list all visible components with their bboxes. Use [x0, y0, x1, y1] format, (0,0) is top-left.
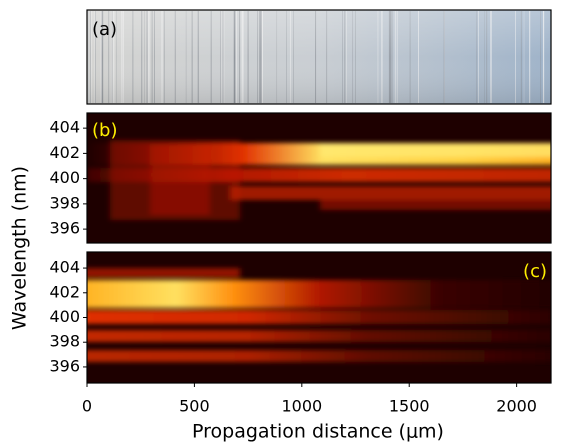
y-tick-label: 396: [49, 219, 80, 238]
micrograph-shade: [87, 10, 551, 104]
y-tick-label: 402: [49, 143, 80, 162]
x-tick-label: 500: [179, 397, 210, 416]
heatmap-band: [87, 268, 240, 278]
x-tick-label: 1000: [281, 397, 322, 416]
y-tick-label: 404: [49, 118, 80, 137]
x-axis-label: Propagation distance (μm): [192, 421, 444, 443]
x-tick-label: 0: [82, 397, 92, 416]
heatmap-band: [87, 310, 551, 324]
heatmap-band: [87, 330, 551, 342]
heatmap-band: [230, 186, 551, 200]
heatmap-band: [87, 280, 551, 308]
y-tick-label: 400: [49, 168, 80, 187]
y-tick-label: 400: [49, 307, 80, 326]
y-tick-label: 398: [49, 332, 80, 351]
heatmap: [87, 268, 551, 362]
panel-label: (c): [523, 261, 547, 282]
panel-frame: [86, 112, 552, 244]
heatmap: [87, 140, 551, 220]
heatmap-band: [320, 200, 551, 210]
y-tick-label: 396: [49, 356, 80, 375]
panel-label: (a): [92, 19, 117, 40]
panel-label: (b): [92, 120, 117, 141]
x-tick-label: 1500: [389, 397, 430, 416]
y-tick-label: 404: [49, 258, 80, 277]
y-axis-label: Wavelength (nm): [9, 166, 31, 330]
heatmap-band: [87, 168, 551, 182]
x-tick-label: 2000: [496, 397, 537, 416]
y-tick-label: 398: [49, 193, 80, 212]
heatmap-band: [87, 350, 551, 362]
panel-frame: [86, 9, 552, 105]
y-tick-label: 402: [49, 282, 80, 301]
heatmap-band: [320, 143, 551, 157]
